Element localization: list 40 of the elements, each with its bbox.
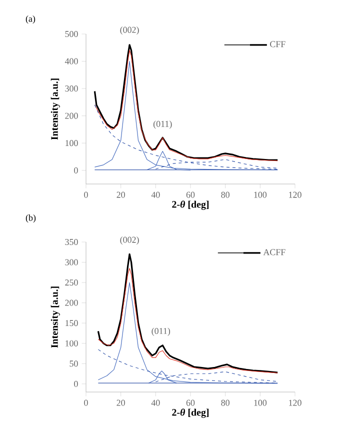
y-tick-label: 200 [65,112,78,119]
x-tick-label: 80 [221,400,230,406]
y-tick-label: 0 [74,167,78,174]
x-tick-label: 20 [116,192,125,198]
x-axis-title: 2-θ [deg] [172,408,209,418]
x-tick-label: 40 [151,400,160,406]
x-tick-label: 0 [84,400,88,406]
x-tick-label: 120 [289,192,302,198]
x-tick-label: 80 [221,192,230,198]
x-tick-label: 100 [254,192,267,198]
x-tick-label: 60 [186,192,195,198]
y-tick-label: 300 [65,259,78,266]
y-tick-label: 100 [66,340,78,346]
annotation: (002) [120,26,139,35]
y-tick-label: 150 [66,320,78,326]
y-tick-label: 400 [64,58,78,64]
y-tick-label: 300 [65,86,78,92]
y-tick-label: 50 [70,360,78,367]
y-axis-title: Intensity [a.u.] [50,286,60,348]
chart-title: (a) [26,16,36,24]
chart-title: (b) [26,214,36,223]
annotation: (011) [153,120,172,129]
legend-label: ACFF [263,249,286,256]
annotation: (011) [152,328,170,336]
x-tick-label: 100 [254,400,267,406]
x-tick-label: 0 [84,192,88,198]
x-tick-label: 20 [116,400,125,406]
x-tick-label: 120 [289,400,302,406]
annotation: (002) [120,236,139,245]
y-tick-label: 100 [66,140,78,146]
y-tick-label: 350 [65,238,78,246]
x-axis-title: 2-θ [deg] [172,200,209,210]
y-tick-label: 250 [65,280,78,286]
y-axis-title: Intensity [a.u.] [50,78,60,140]
x-tick-label: 40 [151,192,160,198]
y-tick-label: 500 [65,30,78,38]
y-tick-label: 0 [74,380,78,387]
y-tick-label: 200 [65,300,78,306]
legend-label: CFF [270,41,286,48]
x-tick-label: 60 [186,400,195,406]
